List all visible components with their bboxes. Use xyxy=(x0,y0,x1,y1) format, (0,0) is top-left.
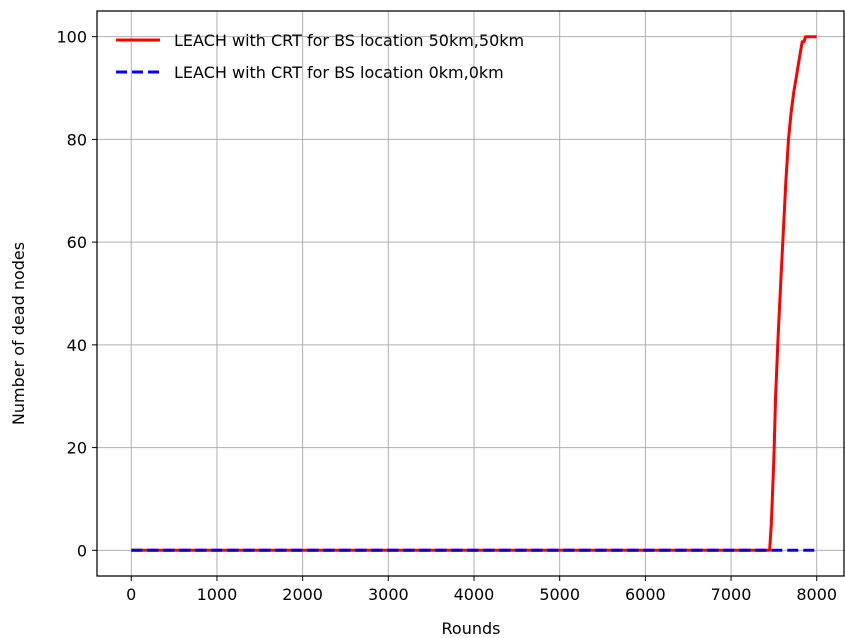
y-tick-label: 100 xyxy=(56,28,87,47)
grid-lines xyxy=(97,11,845,576)
legend: LEACH with CRT for BS location 50km,50km… xyxy=(116,31,524,82)
x-tick-label: 6000 xyxy=(625,585,666,604)
x-tick-label: 3000 xyxy=(368,585,409,604)
x-axis-label: Rounds xyxy=(442,619,501,638)
y-tick-label: 20 xyxy=(67,439,87,458)
x-tick-label: 1000 xyxy=(197,585,238,604)
legend-label-1: LEACH with CRT for BS location 50km,50km xyxy=(174,31,524,50)
legend-label-2: LEACH with CRT for BS location 0km,0km xyxy=(174,63,504,82)
x-tick-label: 2000 xyxy=(282,585,323,604)
x-tick-label: 0 xyxy=(126,585,136,604)
y-axis-label: Number of dead nodes xyxy=(9,242,28,425)
y-tick-label: 80 xyxy=(67,130,87,149)
y-tick-label: 0 xyxy=(77,541,87,560)
x-tick-label: 4000 xyxy=(454,585,495,604)
y-tick-label: 40 xyxy=(67,336,87,355)
x-tick-label: 7000 xyxy=(711,585,752,604)
plot-frame xyxy=(96,10,845,577)
ticks: 0 1000 2000 3000 4000 5000 6000 7000 8000 0 20 40 60… xyxy=(56,28,837,604)
x-tick-label: 8000 xyxy=(796,585,837,604)
y-tick-label: 60 xyxy=(67,233,87,252)
x-tick-label: 5000 xyxy=(539,585,580,604)
series-layer xyxy=(131,35,817,552)
series-line-1 xyxy=(131,35,817,552)
